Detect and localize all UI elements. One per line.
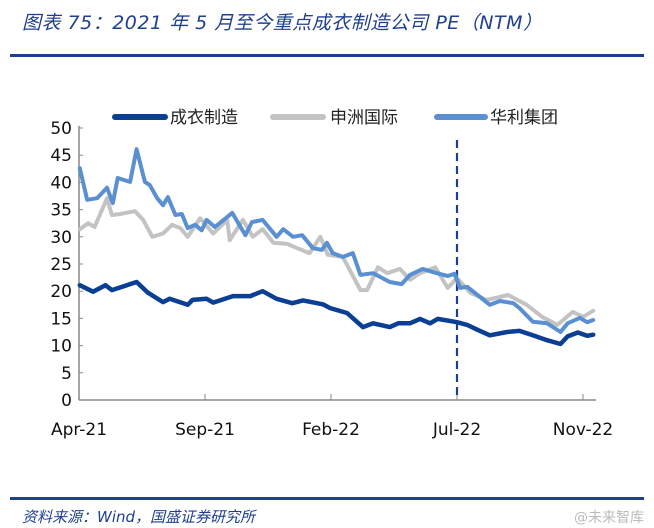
legend: 成衣制造 申洲国际 华利集团 bbox=[112, 108, 558, 128]
y-tick-label: 20 bbox=[50, 282, 72, 302]
series-line-1 bbox=[77, 279, 596, 347]
y-tick-label: 15 bbox=[50, 309, 72, 329]
y-tick-label: 30 bbox=[50, 228, 72, 248]
legend-label: 成衣制造 bbox=[170, 108, 238, 128]
x-tick-label: Jul-22 bbox=[432, 420, 481, 440]
chart-title: 图表 75：2021 年 5 月至今重点成衣制造公司 PE（NTM） bbox=[22, 12, 543, 34]
x-tick-label: Nov-22 bbox=[553, 420, 614, 440]
footer-rule bbox=[10, 497, 644, 500]
y-tick-label: 25 bbox=[50, 255, 72, 275]
series-lines bbox=[77, 147, 596, 347]
legend-label: 华利集团 bbox=[490, 108, 558, 128]
y-tick-label: 0 bbox=[61, 391, 72, 411]
watermark: @未来智库 bbox=[574, 510, 644, 526]
series-line-3 bbox=[77, 147, 596, 334]
y-tick-label: 35 bbox=[50, 201, 72, 221]
y-tick-label: 40 bbox=[50, 173, 72, 193]
title-rule bbox=[10, 54, 644, 57]
y-axis: 0 5 10 15 20 25 30 35 40 45 50 bbox=[50, 119, 83, 411]
y-tick-label: 45 bbox=[50, 146, 72, 166]
legend-label: 申洲国际 bbox=[330, 108, 398, 128]
y-tick-label: 10 bbox=[50, 337, 72, 357]
x-tick-label: Sep-21 bbox=[175, 420, 235, 440]
x-tick-label: Apr-21 bbox=[51, 420, 107, 440]
x-axis: Apr-21 Sep-21 Feb-22 Jul-22 Nov-22 bbox=[51, 394, 613, 440]
x-tick-label: Feb-22 bbox=[302, 420, 360, 440]
source-note: 资料来源：Wind，国盛证券研究所 bbox=[22, 508, 256, 526]
y-tick-label: 5 bbox=[61, 364, 72, 384]
y-tick-label: 50 bbox=[50, 119, 72, 139]
